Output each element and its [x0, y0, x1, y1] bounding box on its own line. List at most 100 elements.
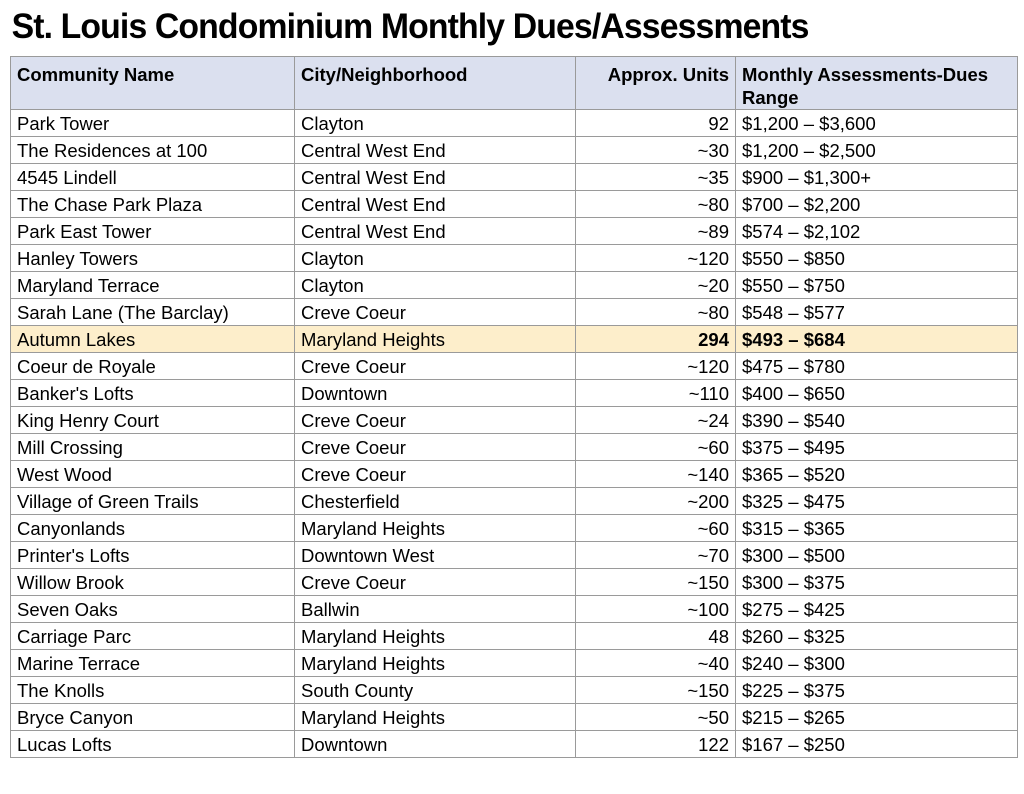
cell-dues: $300 – $500	[735, 541, 1018, 569]
cell-units: 92	[575, 109, 736, 137]
cell-dues: $574 – $2,102	[735, 217, 1018, 245]
column-header-monthly-assessments-dues-range[interactable]: Monthly Assessments-Dues Range	[735, 56, 1018, 110]
table-row[interactable]: Village of Green Trails Chesterfield ~200 $…	[10, 487, 1018, 515]
table-row[interactable]: Printer's Lofts Downtown West ~70 $300 – $5…	[10, 541, 1018, 569]
cell-name: Park East Tower	[10, 217, 295, 245]
cell-city: Creve Coeur	[294, 433, 576, 461]
cell-name: Canyonlands	[10, 514, 295, 542]
cell-name: Willow Brook	[10, 568, 295, 596]
cell-dues: $1,200 – $2,500	[735, 136, 1018, 164]
cell-dues: $240 – $300	[735, 649, 1018, 677]
cell-units: ~80	[575, 298, 736, 326]
cell-units: ~140	[575, 460, 736, 488]
column-header-city-neighborhood[interactable]: City/Neighborhood	[294, 56, 576, 110]
cell-units: ~110	[575, 379, 736, 407]
cell-dues: $167 – $250	[735, 730, 1018, 758]
cell-units: 48	[575, 622, 736, 650]
table-row[interactable]: Banker's Lofts Downtown ~110 $400 – $650	[10, 379, 1018, 407]
cell-name: Autumn Lakes	[10, 325, 295, 353]
cell-city: Creve Coeur	[294, 460, 576, 488]
cell-units: 294	[575, 325, 736, 353]
cell-name: Seven Oaks	[10, 595, 295, 623]
table-row[interactable]: The Chase Park Plaza Central West End ~80 $…	[10, 190, 1018, 218]
table-row[interactable]: Sarah Lane (The Barclay) Creve Coeur ~80 $5…	[10, 298, 1018, 326]
cell-name: Hanley Towers	[10, 244, 295, 272]
table-row[interactable]: Hanley Towers Clayton ~120 $550 – $850	[10, 244, 1018, 272]
table-row[interactable]: Bryce Canyon Maryland Heights ~50 $215 – $2…	[10, 703, 1018, 731]
column-header-approx-units[interactable]: Approx. Units	[575, 56, 736, 110]
cell-units: ~40	[575, 649, 736, 677]
cell-name: West Wood	[10, 460, 295, 488]
cell-units: ~200	[575, 487, 736, 515]
cell-dues: $900 – $1,300+	[735, 163, 1018, 191]
table-row[interactable]: Coeur de Royale Creve Coeur ~120 $475 – $78…	[10, 352, 1018, 380]
cell-name: Park Tower	[10, 109, 295, 137]
cell-units: ~120	[575, 244, 736, 272]
cell-name: The Chase Park Plaza	[10, 190, 295, 218]
cell-city: Ballwin	[294, 595, 576, 623]
cell-dues: $260 – $325	[735, 622, 1018, 650]
dues-table-container: Community Name City/Neighborhood Approx.…	[10, 56, 1018, 758]
cell-dues: $1,200 – $3,600	[735, 109, 1018, 137]
cell-city: Clayton	[294, 271, 576, 299]
dues-table: Community Name City/Neighborhood Approx.…	[10, 56, 1018, 758]
cell-name: Carriage Parc	[10, 622, 295, 650]
cell-units: ~89	[575, 217, 736, 245]
table-row[interactable]: The Residences at 100 Central West End ~30…	[10, 136, 1018, 164]
cell-name: Village of Green Trails	[10, 487, 295, 515]
cell-city: Downtown West	[294, 541, 576, 569]
column-header-community-name[interactable]: Community Name	[10, 56, 295, 110]
cell-city: Maryland Heights	[294, 514, 576, 542]
cell-city: South County	[294, 676, 576, 704]
cell-units: ~60	[575, 433, 736, 461]
table-header-row: Community Name City/Neighborhood Approx.…	[10, 56, 1018, 110]
cell-name: The Residences at 100	[10, 136, 295, 164]
cell-units: ~30	[575, 136, 736, 164]
cell-name: King Henry Court	[10, 406, 295, 434]
cell-units: ~35	[575, 163, 736, 191]
cell-dues: $550 – $750	[735, 271, 1018, 299]
cell-city: Maryland Heights	[294, 622, 576, 650]
cell-name: Lucas Lofts	[10, 730, 295, 758]
cell-name: Coeur de Royale	[10, 352, 295, 380]
cell-dues: $390 – $540	[735, 406, 1018, 434]
table-row[interactable]: Park Tower Clayton 92 $1,200 – $3,600	[10, 109, 1018, 137]
cell-dues: $325 – $475	[735, 487, 1018, 515]
cell-name: Printer's Lofts	[10, 541, 295, 569]
table-row[interactable]: Lucas Lofts Downtown 122 $167 – $250	[10, 730, 1018, 758]
table-row[interactable]: Canyonlands Maryland Heights ~60 $315 – $36…	[10, 514, 1018, 542]
cell-units: ~150	[575, 568, 736, 596]
cell-units: ~60	[575, 514, 736, 542]
cell-dues: $493 – $684	[735, 325, 1018, 353]
cell-name: Bryce Canyon	[10, 703, 295, 731]
cell-city: Central West End	[294, 136, 576, 164]
cell-city: Maryland Heights	[294, 325, 576, 353]
table-row[interactable]: Willow Brook Creve Coeur ~150 $300 – $375	[10, 568, 1018, 596]
cell-units: ~70	[575, 541, 736, 569]
table-row[interactable]: Park East Tower Central West End ~89 $574 –…	[10, 217, 1018, 245]
cell-dues: $300 – $375	[735, 568, 1018, 596]
cell-dues: $550 – $850	[735, 244, 1018, 272]
cell-units: ~150	[575, 676, 736, 704]
table-row[interactable]: The Knolls South County ~150 $225 – $375	[10, 676, 1018, 704]
cell-dues: $315 – $365	[735, 514, 1018, 542]
table-row[interactable]: Carriage Parc Maryland Heights 48 $260 – $3…	[10, 622, 1018, 650]
table-row[interactable]: Maryland Terrace Clayton ~20 $550 – $750	[10, 271, 1018, 299]
cell-city: Downtown	[294, 379, 576, 407]
cell-city: Creve Coeur	[294, 298, 576, 326]
table-row[interactable]: Autumn Lakes Maryland Heights 294 $493 – $6…	[10, 325, 1018, 353]
table-row[interactable]: 4545 Lindell Central West End ~35 $900 – $1…	[10, 163, 1018, 191]
table-row[interactable]: Mill Crossing Creve Coeur ~60 $375 – $495	[10, 433, 1018, 461]
cell-name: Marine Terrace	[10, 649, 295, 677]
cell-city: Clayton	[294, 109, 576, 137]
cell-dues: $225 – $375	[735, 676, 1018, 704]
cell-name: Maryland Terrace	[10, 271, 295, 299]
cell-city: Creve Coeur	[294, 406, 576, 434]
table-row[interactable]: Seven Oaks Ballwin ~100 $275 – $425	[10, 595, 1018, 623]
table-row[interactable]: Marine Terrace Maryland Heights ~40 $240 – …	[10, 649, 1018, 677]
cell-name: Sarah Lane (The Barclay)	[10, 298, 295, 326]
cell-city: Downtown	[294, 730, 576, 758]
table-row[interactable]: West Wood Creve Coeur ~140 $365 – $520	[10, 460, 1018, 488]
table-row[interactable]: King Henry Court Creve Coeur ~24 $390 – $54…	[10, 406, 1018, 434]
